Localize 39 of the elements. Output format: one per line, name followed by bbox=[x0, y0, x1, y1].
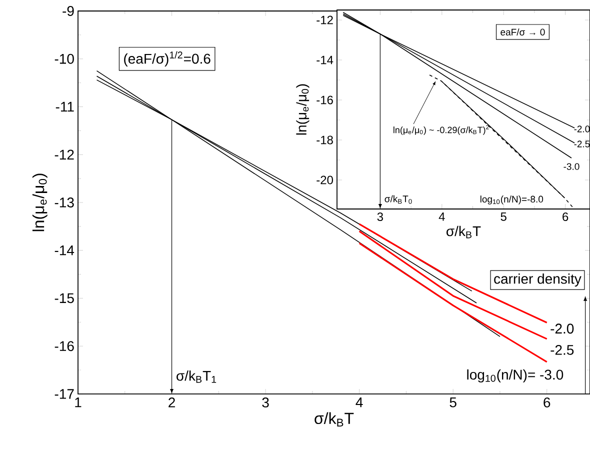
x-axis-title: σ/k$_{B}$T bbox=[446, 226, 481, 238]
y-tick-label: -17 bbox=[54, 389, 74, 399]
annotation: (eaF/σ)$^{1/2}$=0.6 bbox=[124, 51, 210, 66]
y-tick-label: -9 bbox=[62, 6, 74, 16]
x-tick-label: 5 bbox=[500, 212, 506, 221]
annotation: log$_{10}$(n/N)=-8.0 bbox=[480, 196, 544, 204]
x-tick-label: 4 bbox=[438, 212, 445, 221]
x-tick-label: 1 bbox=[75, 398, 82, 408]
x-tick-label: 5 bbox=[450, 398, 456, 408]
x-tick-label: 3 bbox=[262, 398, 269, 408]
y-tick-label: -10 bbox=[54, 54, 74, 64]
x-tick-label: 6 bbox=[544, 398, 550, 408]
ref-line-label: σ/k$_{B}$T$_{1}$ bbox=[176, 370, 216, 383]
x-axis-title: σ/k$_{B}$T bbox=[314, 412, 354, 426]
ref-line-label: σ/k$_{B}$T$_{0}$ bbox=[384, 195, 412, 204]
y-tick-label: -20 bbox=[316, 176, 334, 184]
y-tick-label: -12 bbox=[316, 16, 333, 24]
y-tick-label: -14 bbox=[316, 56, 334, 64]
annotation: carrier density bbox=[494, 274, 582, 287]
annotation: -3.0 bbox=[564, 163, 580, 170]
y-tick-label: -16 bbox=[54, 341, 74, 352]
x-tick-label: 6 bbox=[562, 212, 568, 222]
y-tick-label: -18 bbox=[316, 136, 333, 144]
x-tick-label: 3 bbox=[377, 212, 384, 222]
y-tick-label: -12 bbox=[54, 150, 74, 160]
y-axis-title: ln(μ$_{e}$/μ$_{0}$) bbox=[296, 84, 310, 135]
annotation: -2.0 bbox=[550, 324, 574, 334]
y-tick-label: -15 bbox=[54, 293, 74, 304]
y-tick-label: -13 bbox=[54, 198, 74, 208]
annotation: ln(μ$_{e}$/μ$_{0}$) ~ -0.29(σ/k$_{B}$T)$^{2}$ bbox=[394, 125, 489, 135]
y-tick-label: -11 bbox=[56, 102, 74, 112]
y-tick-label: -16 bbox=[316, 96, 333, 104]
annotation: -2.5 bbox=[550, 344, 574, 355]
x-tick-label: 2 bbox=[168, 398, 175, 408]
y-tick-label: -14 bbox=[54, 246, 74, 256]
y-axis-title: ln(μ$_{e}$/μ$_{0}$) bbox=[32, 174, 48, 232]
x-tick-label: 4 bbox=[356, 398, 363, 408]
annotation: eaF/σ → 0 bbox=[500, 28, 545, 36]
annotation: log$_{10}$(n/N)= -3.0 bbox=[467, 369, 564, 382]
